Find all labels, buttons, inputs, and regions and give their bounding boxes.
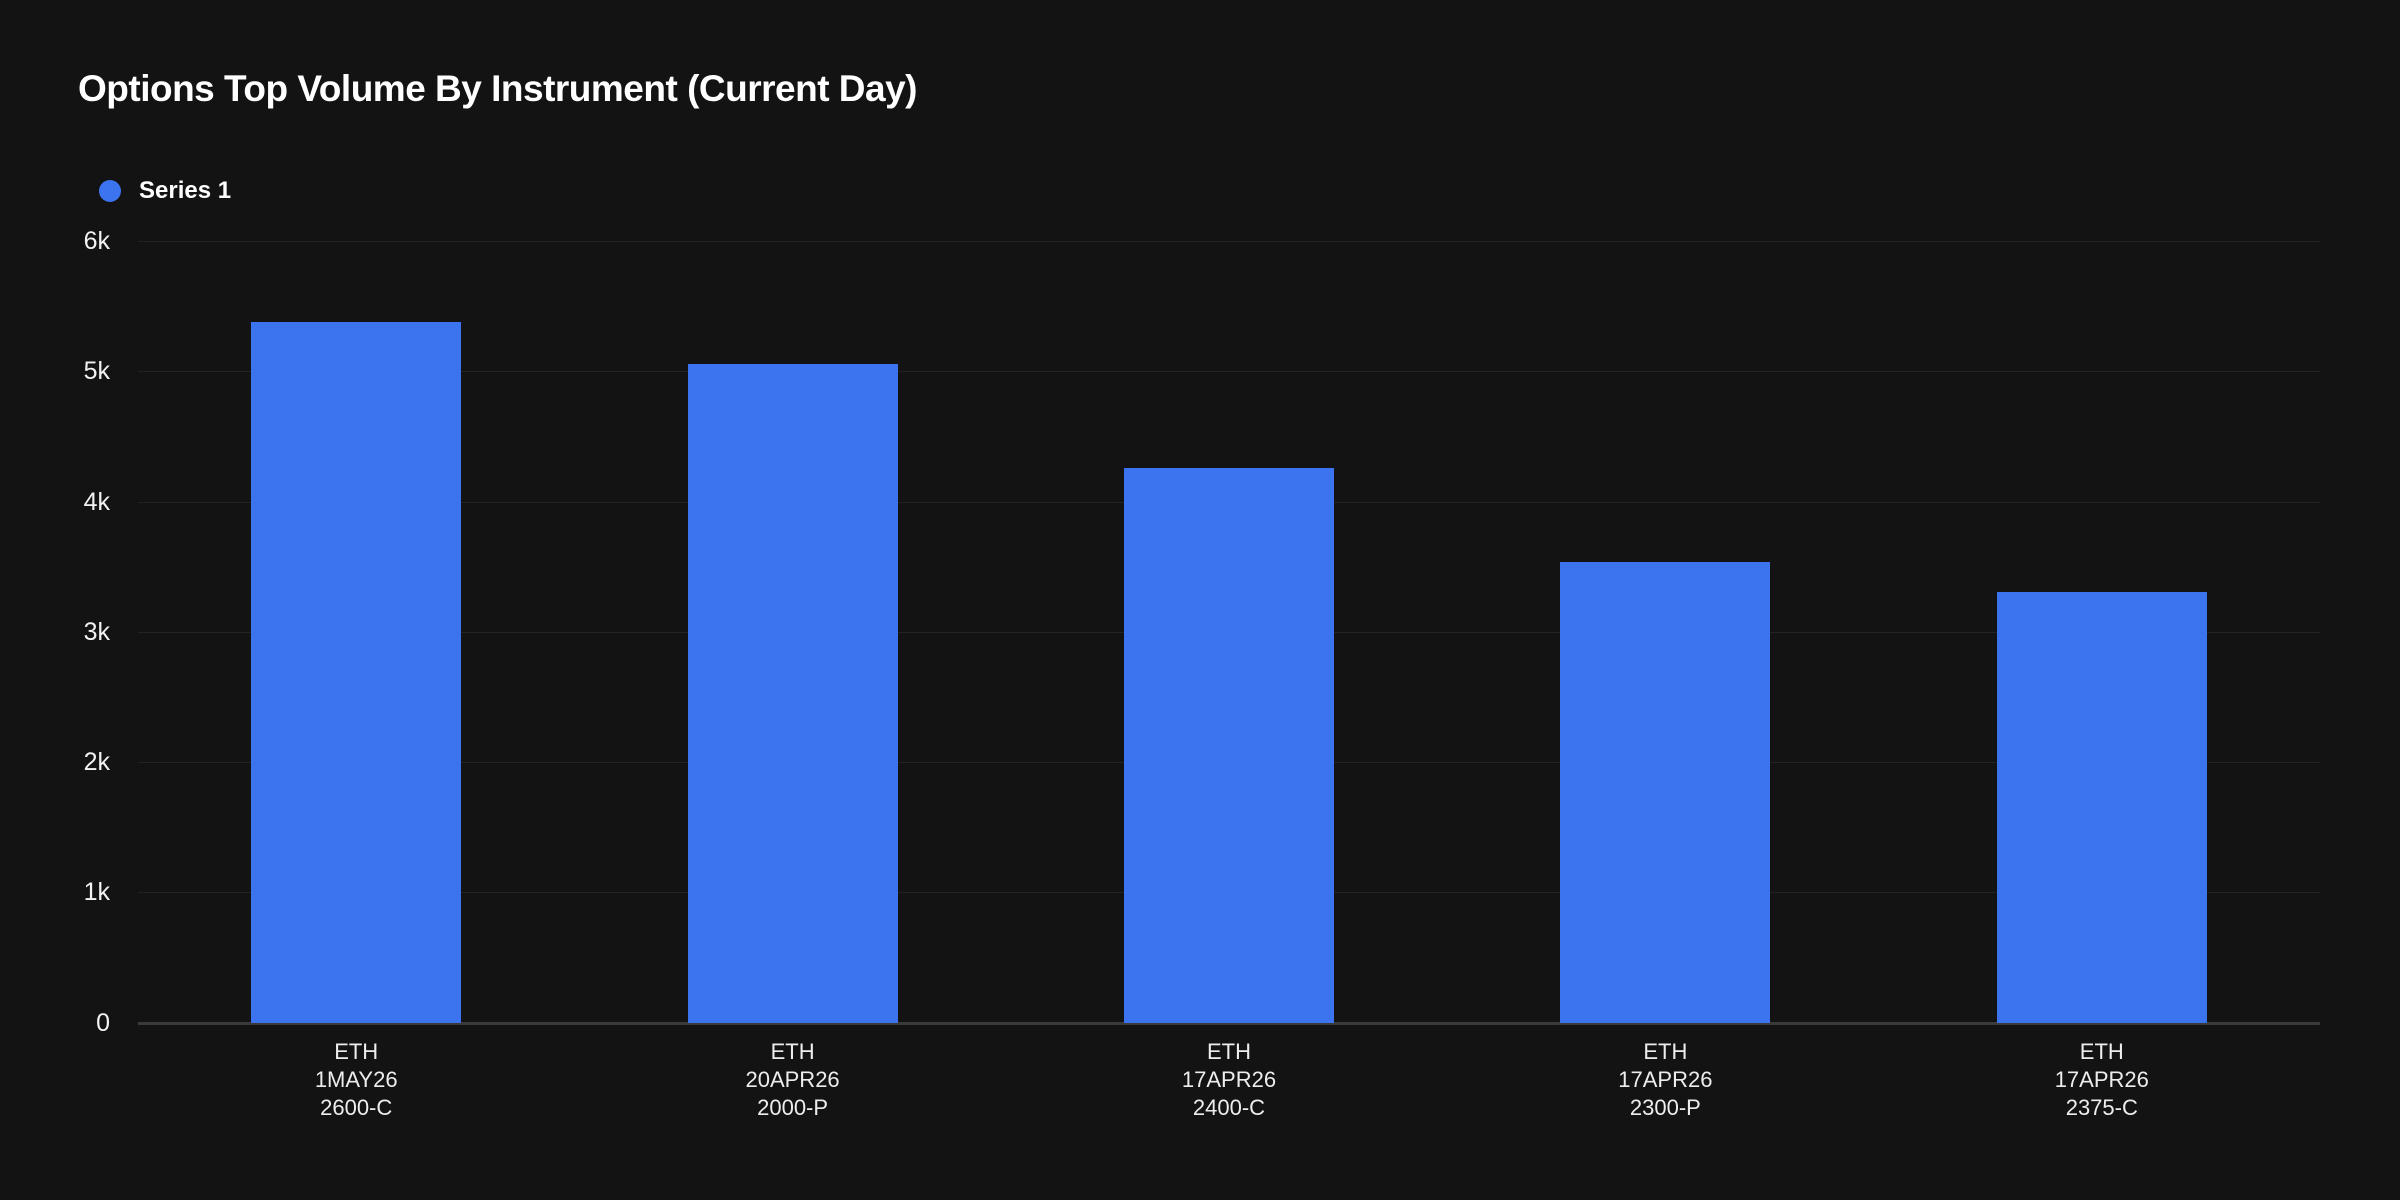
y-axis-tick-0: 0	[96, 1008, 110, 1037]
bar-ETH-1MAY26-2600-C[interactable]	[251, 322, 462, 1023]
bar-ETH-17APR26-2400-C[interactable]	[1124, 468, 1334, 1023]
gridline-6k	[138, 241, 2320, 242]
bar-ETH-20APR26-2000-P[interactable]	[687, 363, 898, 1023]
bar-ETH-17APR26-2300-P[interactable]	[1560, 561, 1771, 1023]
chart-title: Options Top Volume By Instrument (Curren…	[78, 68, 918, 109]
bar-ETH-17APR26-2375-C[interactable]	[1996, 591, 2207, 1023]
legend-series-dot-icon	[99, 180, 121, 202]
x-axis-label-ETH-20APR26-2000-P: ETH 20APR26 2000-P	[745, 1039, 840, 1120]
y-axis-tick-1k: 1k	[83, 878, 110, 907]
x-axis-baseline	[138, 1021, 2320, 1025]
y-axis-tick-2k: 2k	[83, 748, 110, 776]
y-axis-tick-4k: 4k	[83, 487, 110, 516]
x-axis-label-ETH-1MAY26-2600-C: ETH 1MAY26 2600-C	[314, 1039, 398, 1120]
y-axis-tick-6k: 6k	[83, 227, 110, 255]
legend-series-label: Series 1	[139, 177, 232, 204]
x-axis-label-ETH-17APR26-2400-C: ETH 17APR26 2400-C	[1181, 1039, 1277, 1120]
gridline-5k	[138, 371, 2320, 373]
y-axis-tick-5k: 5k	[83, 357, 110, 386]
legend-item-series-1[interactable]: Series 1	[99, 177, 231, 205]
y-axis-tick-3k: 3k	[83, 617, 110, 646]
x-axis-label-ETH-17APR26-2300-P: ETH 17APR26 2300-P	[1618, 1039, 1713, 1120]
x-axis-label-ETH-17APR26-2375-C: ETH 17APR26 2375-C	[2054, 1039, 2149, 1120]
